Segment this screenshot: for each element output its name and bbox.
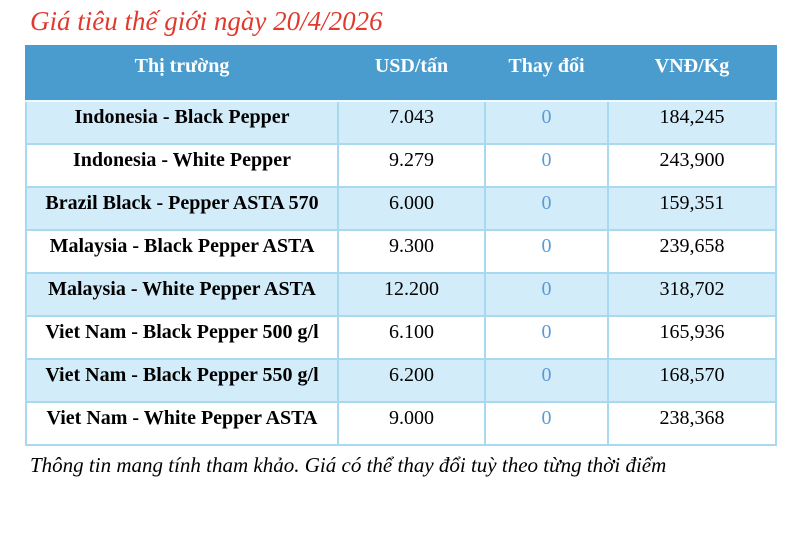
cell-usd: 9.300 [337, 229, 486, 274]
cell-usd: 6.000 [337, 186, 486, 231]
cell-market: Viet Nam - Black Pepper 500 g/l [25, 315, 339, 360]
cell-vnd: 165,936 [607, 315, 777, 360]
col-header-market: Thị trường [25, 45, 339, 102]
cell-market: Indonesia - Black Pepper [25, 100, 339, 145]
cell-change: 0 [484, 186, 609, 231]
table-row: Brazil Black - Pepper ASTA 570 6.000 0 159,… [25, 186, 777, 231]
cell-market: Brazil Black - Pepper ASTA 570 [25, 186, 339, 231]
cell-change: 0 [484, 100, 609, 145]
cell-market: Viet Nam - White Pepper ASTA [25, 401, 339, 446]
footer-note: Thông tin mang tính tham khảo. Giá có th… [30, 453, 667, 477]
cell-vnd: 238,368 [607, 401, 777, 446]
cell-change: 0 [484, 229, 609, 274]
cell-market: Malaysia - Black Pepper ASTA [25, 229, 339, 274]
cell-usd: 9.000 [337, 401, 486, 446]
cell-change: 0 [484, 143, 609, 188]
cell-usd: 7.043 [337, 100, 486, 145]
cell-usd: 9.279 [337, 143, 486, 188]
col-header-usd: USD/tấn [337, 45, 486, 102]
table-row: Viet Nam - Black Pepper 550 g/l 6.200 0 168… [25, 358, 777, 403]
page-title: Giá tiêu thế giới ngày 20/4/2026 [30, 6, 383, 36]
table-row: Indonesia - Black Pepper 7.043 0 184,245 [25, 100, 777, 145]
cell-market: Indonesia - White Pepper [25, 143, 339, 188]
cell-market: Malaysia - White Pepper ASTA [25, 272, 339, 317]
price-table-body: Indonesia - Black Pepper 7.043 0 184,245 Ind… [25, 100, 777, 446]
cell-vnd: 184,245 [607, 100, 777, 145]
cell-vnd: 168,570 [607, 358, 777, 403]
cell-market: Viet Nam - Black Pepper 550 g/l [25, 358, 339, 403]
table-row: Viet Nam - White Pepper ASTA 9.000 0 238,36… [25, 401, 777, 446]
cell-change: 0 [484, 315, 609, 360]
cell-usd: 6.200 [337, 358, 486, 403]
price-table: Thị trường USD/tấn Thay đổi VNĐ/Kg Indon… [25, 45, 777, 446]
table-row: Malaysia - White Pepper ASTA 12.200 0 318,7… [25, 272, 777, 317]
table-row: Viet Nam - Black Pepper 500 g/l 6.100 0 165… [25, 315, 777, 360]
cell-usd: 12.200 [337, 272, 486, 317]
cell-change: 0 [484, 272, 609, 317]
cell-change: 0 [484, 358, 609, 403]
table-row: Indonesia - White Pepper 9.279 0 243,900 [25, 143, 777, 188]
table-row: Malaysia - Black Pepper ASTA 9.300 0 239,65… [25, 229, 777, 274]
cell-vnd: 159,351 [607, 186, 777, 231]
cell-usd: 6.100 [337, 315, 486, 360]
col-header-change: Thay đổi [484, 45, 609, 102]
cell-vnd: 239,658 [607, 229, 777, 274]
table-header-row: Thị trường USD/tấn Thay đổi VNĐ/Kg [25, 45, 777, 102]
cell-vnd: 243,900 [607, 143, 777, 188]
cell-vnd: 318,702 [607, 272, 777, 317]
col-header-vnd: VNĐ/Kg [607, 45, 777, 102]
cell-change: 0 [484, 401, 609, 446]
